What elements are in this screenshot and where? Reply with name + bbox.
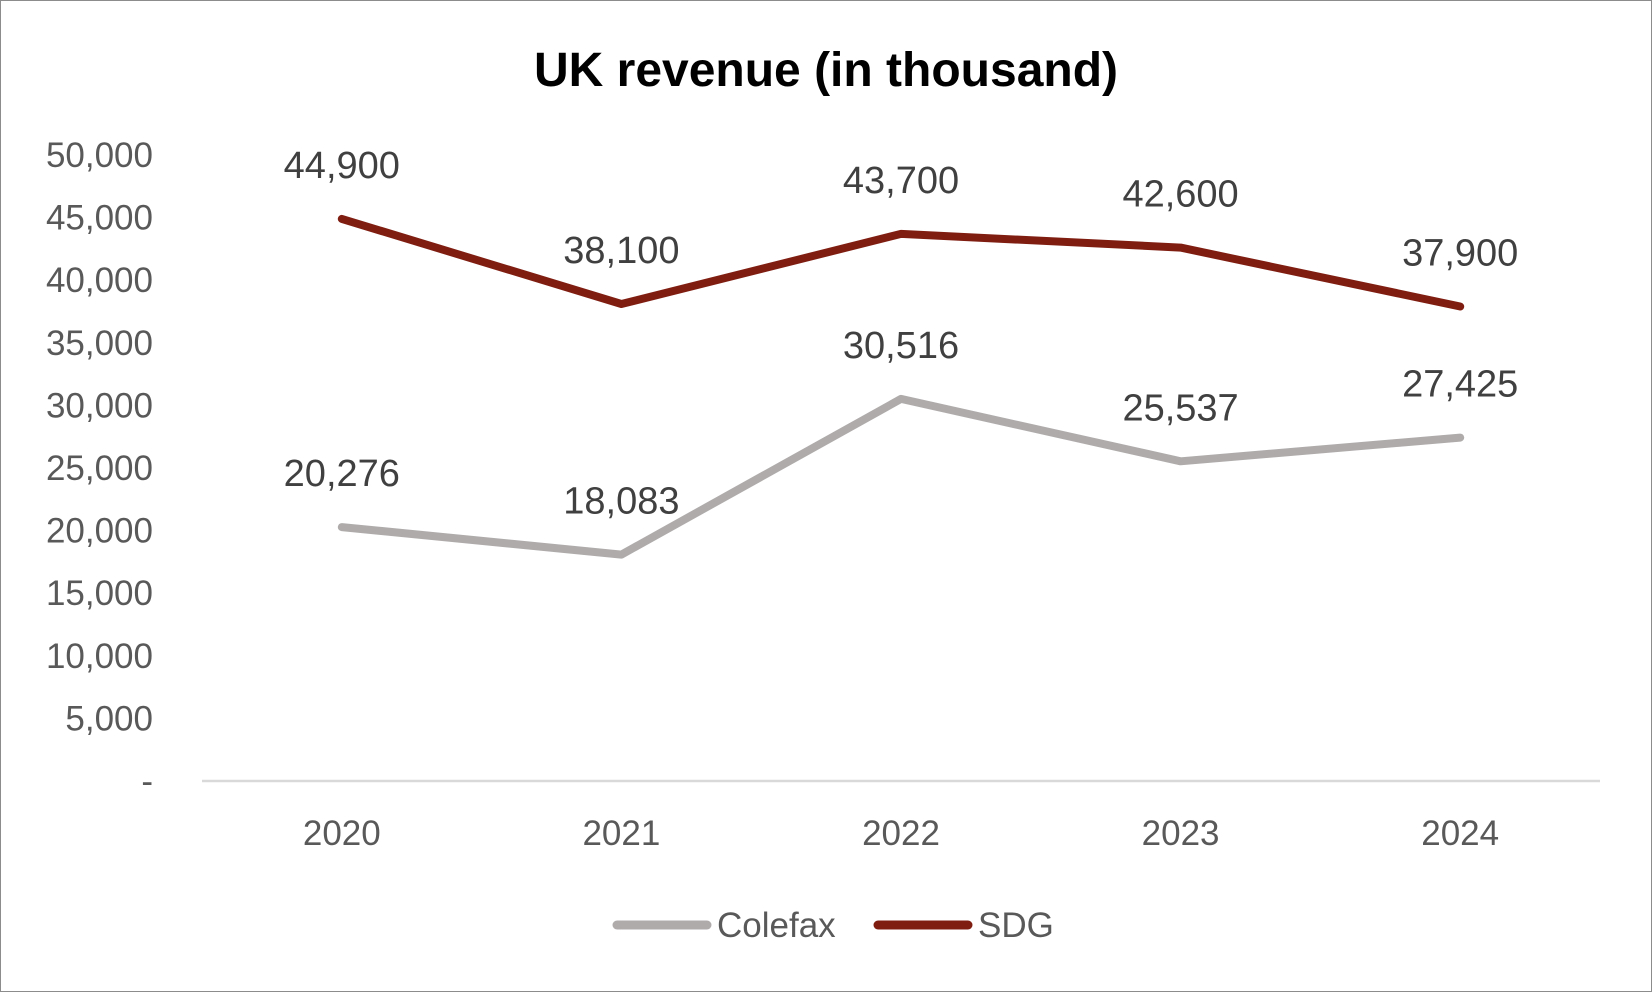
y-tick-label: 40,000: [46, 261, 153, 300]
x-tick-label: 2020: [303, 814, 381, 853]
series-line-sdg: [337, 214, 1465, 311]
data-label-colefax: 25,537: [1122, 387, 1238, 429]
legend: Colefax SDG: [612, 906, 1054, 945]
data-label-sdg: 44,900: [284, 145, 400, 187]
y-tick-label: 5,000: [65, 699, 153, 738]
y-tick-label: 25,000: [46, 449, 153, 488]
series-layer: [337, 214, 1465, 559]
y-tick-label: 35,000: [46, 324, 153, 363]
axis-layer: - 5,000 10,000 15,000 20,000 25,000 30,000 35,0…: [46, 136, 1600, 853]
x-tick-label: 2023: [1142, 814, 1220, 853]
y-tick-label: 15,000: [46, 574, 153, 613]
legend-label-colefax: Colefax: [717, 906, 836, 945]
y-tick-label: 50,000: [46, 136, 153, 175]
y-tick-label: -: [141, 762, 153, 801]
data-label-sdg: 43,700: [843, 160, 959, 202]
data-label-colefax: 27,425: [1402, 364, 1518, 406]
x-tick-label: 2024: [1421, 814, 1499, 853]
series-line-colefax: [337, 394, 1465, 559]
chart-title: UK revenue (in thousand): [534, 44, 1118, 97]
data-label-colefax: 20,276: [284, 453, 400, 495]
y-tick-label: 45,000: [46, 199, 153, 238]
legend-label-sdg: SDG: [978, 906, 1054, 945]
data-label-sdg: 37,900: [1402, 232, 1518, 274]
data-label-sdg: 38,100: [563, 230, 679, 272]
x-tick-label: 2022: [862, 814, 940, 853]
data-label-sdg: 42,600: [1122, 174, 1238, 216]
y-tick-label: 20,000: [46, 512, 153, 551]
data-label-colefax: 30,516: [843, 325, 959, 367]
x-tick-label: 2021: [582, 814, 660, 853]
data-label-colefax: 18,083: [563, 481, 679, 523]
data-label-layer: 20,276 18,083 30,516 25,537 27,425 44,900 38,1…: [284, 145, 1519, 523]
y-tick-label: 10,000: [46, 637, 153, 676]
y-tick-label: 30,000: [46, 386, 153, 425]
